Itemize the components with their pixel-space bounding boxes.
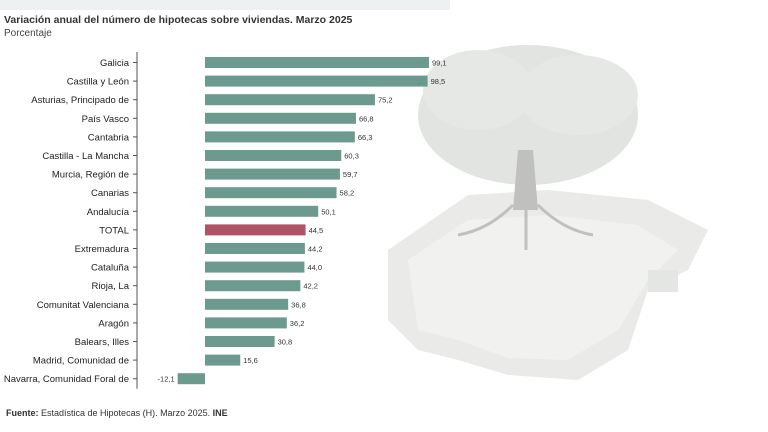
- category-label: Balears, Illes: [75, 337, 130, 348]
- category-label: Andalucía: [87, 207, 130, 218]
- value-label: 44,5: [309, 226, 324, 235]
- value-label: -12,1: [158, 375, 175, 384]
- value-label: 99,1: [432, 59, 447, 68]
- category-label: TOTAL: [99, 225, 129, 236]
- category-label: Canarias: [91, 188, 129, 199]
- value-label: 42,2: [303, 282, 318, 291]
- source-note: Fuente: Estadística de Hipotecas (H). Ma…: [6, 408, 228, 418]
- bar: [205, 168, 340, 180]
- bar: [205, 261, 305, 273]
- category-label: Cataluña: [91, 263, 130, 274]
- bar: [205, 298, 289, 310]
- category-label: Aragón: [98, 318, 129, 329]
- bar: [205, 317, 287, 329]
- spain-tree-illustration: [388, 45, 708, 380]
- bar: [205, 94, 375, 106]
- category-label: Asturias, Principado de: [31, 95, 129, 106]
- category-label: Rioja, La: [92, 281, 130, 292]
- value-label: 30,8: [278, 338, 293, 347]
- bar: [205, 57, 429, 68]
- value-label: 59,7: [343, 170, 358, 179]
- bar: [205, 112, 356, 124]
- bar: [205, 354, 241, 366]
- bar: [205, 131, 355, 143]
- top-strip: [0, 0, 450, 10]
- bar: [205, 336, 275, 347]
- category-label: Murcia, Región de: [52, 170, 129, 181]
- value-label: 60,3: [344, 152, 359, 161]
- value-label: 98,5: [431, 77, 446, 86]
- source-label: Fuente:: [6, 408, 39, 418]
- category-label: Castilla - La Mancha: [42, 151, 129, 162]
- source-text: Estadística de Hipotecas (H). Marzo 2025…: [41, 408, 211, 418]
- bar: [205, 150, 342, 161]
- bar: [205, 187, 337, 199]
- value-label: 36,8: [291, 300, 306, 309]
- category-label: País Vasco: [82, 114, 129, 125]
- bar: [205, 243, 305, 254]
- chart-subtitle: Porcentaje: [4, 28, 52, 39]
- bar: [177, 373, 205, 385]
- category-label: Comunitat Valenciana: [37, 300, 130, 311]
- category-label: Extremadura: [75, 244, 130, 255]
- category-label: Galicia: [100, 58, 130, 69]
- bar: [205, 280, 301, 292]
- value-label: 44,0: [307, 263, 322, 272]
- bar: [205, 205, 319, 217]
- value-label: 36,2: [290, 319, 305, 328]
- value-label: 50,1: [321, 207, 336, 216]
- value-label: 15,6: [243, 356, 258, 365]
- value-label: 66,3: [358, 133, 373, 142]
- value-label: 58,2: [340, 189, 355, 198]
- chart-title: Variación anual del número de hipotecas …: [4, 14, 353, 26]
- value-label: 44,2: [308, 245, 323, 254]
- category-label: Cantabria: [88, 132, 130, 143]
- source-org: INE: [212, 408, 228, 418]
- value-label: 75,2: [378, 96, 393, 105]
- bar-total: [205, 224, 306, 236]
- category-label: Castilla y León: [67, 77, 129, 88]
- bar: [205, 75, 428, 87]
- value-label: 66,8: [359, 114, 374, 123]
- category-label: Navarra, Comunidad Foral de: [4, 374, 129, 385]
- category-label: Madrid, Comunidad de: [33, 356, 129, 367]
